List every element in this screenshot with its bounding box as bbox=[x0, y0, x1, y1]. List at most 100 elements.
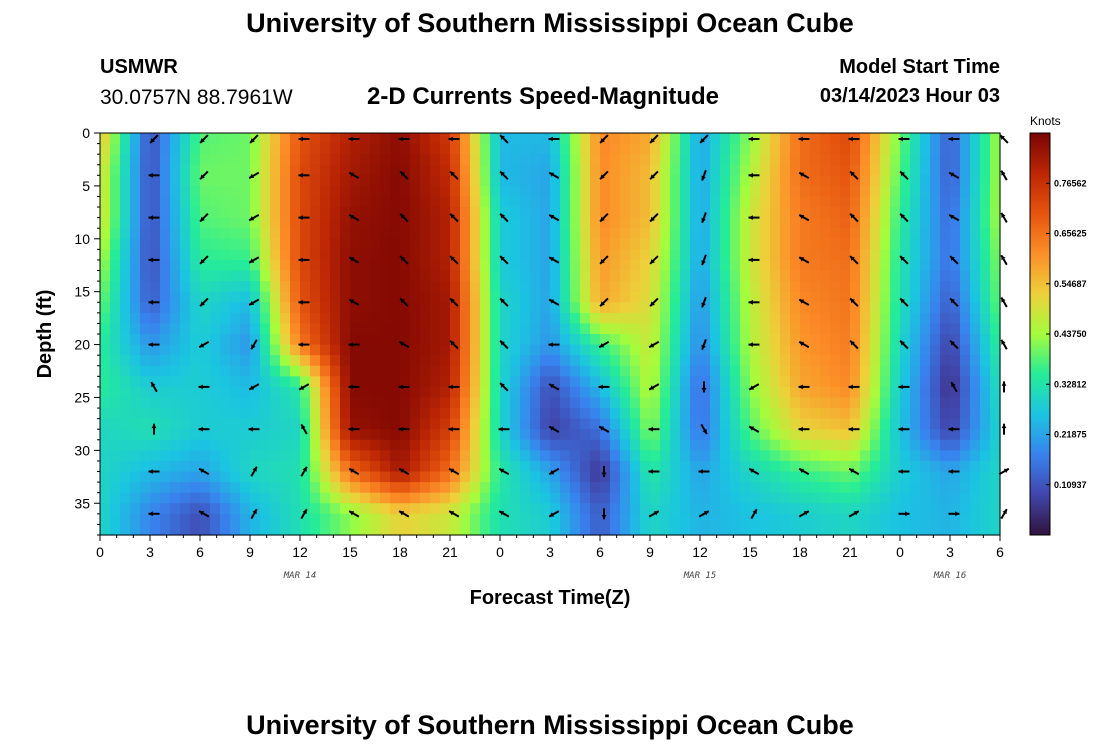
heat-cell bbox=[640, 365, 651, 377]
heat-cell bbox=[240, 259, 251, 272]
heat-cell bbox=[690, 164, 701, 176]
heat-cell bbox=[330, 175, 341, 187]
heat-cell bbox=[790, 334, 801, 346]
heat-cell bbox=[460, 217, 471, 229]
heat-cell bbox=[940, 460, 951, 473]
current-arrow bbox=[649, 255, 659, 265]
heat-cell bbox=[930, 365, 941, 377]
heat-cell bbox=[710, 429, 721, 441]
heat-cell bbox=[620, 281, 631, 293]
heat-cell bbox=[760, 228, 771, 240]
heat-cell bbox=[220, 228, 231, 240]
heat-cell bbox=[950, 164, 961, 176]
heat-cell bbox=[130, 249, 141, 261]
heat-cell bbox=[980, 524, 991, 536]
heat-cell bbox=[460, 164, 471, 176]
current-arrow bbox=[548, 342, 560, 347]
heat-cell bbox=[550, 482, 561, 494]
heat-cell bbox=[360, 238, 371, 250]
y-tick-label: 30 bbox=[74, 442, 90, 458]
heat-cell bbox=[290, 185, 301, 198]
heat-cell bbox=[320, 397, 331, 409]
heat-cell bbox=[960, 281, 971, 293]
heat-cell bbox=[330, 355, 341, 367]
heat-cell bbox=[860, 482, 871, 494]
heat-cell bbox=[860, 397, 871, 409]
heat-cell bbox=[140, 291, 151, 303]
heat-cell bbox=[100, 355, 111, 367]
heat-cell bbox=[730, 482, 741, 494]
heat-cell bbox=[460, 270, 471, 282]
heat-cell bbox=[370, 503, 381, 515]
heat-cell bbox=[180, 492, 191, 504]
heat-cell bbox=[180, 397, 191, 409]
heat-cell bbox=[560, 175, 571, 187]
heat-cell bbox=[290, 217, 301, 229]
heat-cell bbox=[680, 513, 691, 526]
heat-cell bbox=[500, 259, 511, 272]
heat-cell bbox=[820, 249, 831, 261]
heat-cell bbox=[150, 503, 161, 515]
heat-cell bbox=[820, 429, 831, 441]
heat-cell bbox=[900, 143, 911, 155]
heat-cell bbox=[180, 376, 191, 388]
heat-cell bbox=[800, 429, 811, 441]
heat-cell bbox=[750, 185, 761, 198]
heat-cell bbox=[330, 334, 341, 346]
heat-cell bbox=[590, 302, 601, 314]
heat-cell bbox=[210, 450, 221, 462]
heat-cell bbox=[910, 175, 921, 187]
heat-cell bbox=[710, 482, 721, 494]
heat-cell bbox=[140, 323, 151, 335]
heat-cell bbox=[290, 154, 301, 166]
heat-cell bbox=[710, 408, 721, 420]
heat-cell bbox=[680, 365, 691, 377]
heat-cell bbox=[820, 344, 831, 356]
heat-cell bbox=[330, 217, 341, 229]
heat-cell bbox=[510, 408, 521, 420]
heat-cell bbox=[900, 450, 911, 462]
heat-cell bbox=[560, 408, 571, 420]
heat-cell bbox=[260, 524, 271, 536]
heat-cell bbox=[140, 302, 151, 314]
heat-cell bbox=[420, 355, 431, 367]
heat-cell bbox=[510, 207, 521, 219]
heat-cell bbox=[950, 482, 961, 494]
heat-cell bbox=[400, 185, 411, 198]
heat-cell bbox=[500, 376, 511, 388]
heat-cell bbox=[330, 259, 341, 272]
heat-cell bbox=[710, 259, 721, 272]
heat-cell bbox=[750, 259, 761, 272]
heat-cell bbox=[310, 492, 321, 504]
heat-cell bbox=[370, 355, 381, 367]
heat-cell bbox=[830, 291, 841, 303]
heat-cell bbox=[370, 217, 381, 229]
heat-cell bbox=[840, 386, 851, 399]
heat-cell bbox=[870, 386, 881, 399]
current-arrow bbox=[949, 297, 959, 307]
heat-cell bbox=[570, 270, 581, 282]
heat-cell bbox=[910, 196, 921, 208]
heat-cell bbox=[450, 408, 461, 420]
heat-cell bbox=[450, 291, 461, 303]
current-arrow bbox=[249, 134, 259, 144]
heat-cell bbox=[280, 249, 291, 261]
heat-cell bbox=[480, 281, 491, 293]
heat-cell bbox=[530, 259, 541, 272]
heat-cell bbox=[890, 164, 901, 176]
heat-cell bbox=[570, 524, 581, 536]
heat-cell bbox=[940, 429, 951, 441]
heat-cell bbox=[260, 450, 271, 462]
heat-cell bbox=[750, 365, 761, 377]
heat-cell bbox=[670, 492, 681, 504]
heat-cell bbox=[340, 323, 351, 335]
heat-cell bbox=[550, 513, 561, 526]
heat-cell bbox=[970, 439, 981, 451]
heat-cell bbox=[590, 376, 601, 388]
heat-cell bbox=[330, 270, 341, 282]
heat-cell bbox=[720, 439, 731, 451]
heat-cell bbox=[950, 249, 961, 261]
heat-cell bbox=[490, 355, 501, 367]
heat-cell bbox=[860, 492, 871, 504]
heat-cell bbox=[320, 429, 331, 441]
